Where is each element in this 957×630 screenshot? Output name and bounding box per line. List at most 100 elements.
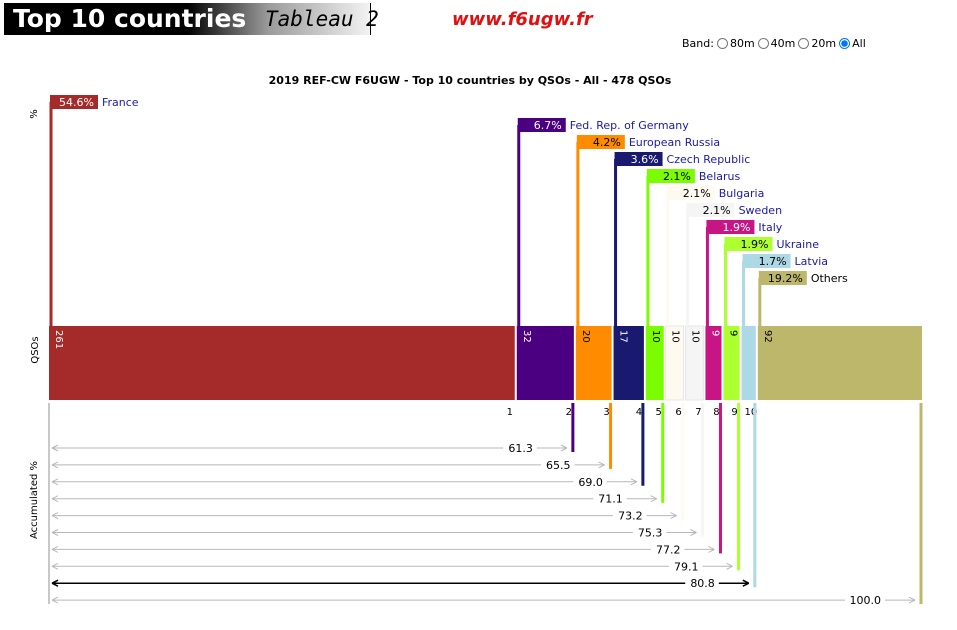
rank-label: 10 [744, 407, 757, 418]
accumulated-arrow-head-left [51, 512, 59, 520]
accumulated-arrow-head-left [51, 529, 59, 536]
accumulated-arrow-head-left [51, 478, 59, 486]
site-link[interactable]: www.f6ugw.fr [452, 9, 593, 30]
band-option-40m[interactable]: 40m [755, 37, 795, 50]
percent-label-box [742, 254, 791, 268]
accumulated-arrow-head-left [51, 562, 59, 570]
percent-label-box [517, 118, 566, 132]
country-label: Italy [758, 221, 782, 234]
band-option-label: All [852, 37, 866, 50]
rank-label: 6 [675, 407, 681, 418]
percent-label-box [614, 152, 663, 166]
qso-bar-value: 10 [670, 330, 681, 343]
percent-label-box [706, 220, 755, 234]
band-radio-40m[interactable] [757, 38, 769, 49]
band-option-20m[interactable]: 20m [795, 37, 836, 50]
rank-label: 2 [566, 407, 572, 418]
band-option-label: 20m [811, 37, 837, 50]
accumulated-arrow-head-right [670, 512, 677, 520]
accumulated-label: 77.2 [656, 543, 681, 556]
accumulated-arrow-head-left [51, 596, 59, 604]
country-label: Sweden [739, 204, 782, 217]
band-radio-20m[interactable] [798, 38, 810, 49]
accumulated-label-bg [668, 559, 703, 573]
accumulated-arrow-head-right [908, 596, 916, 604]
percent-label-box [686, 203, 735, 217]
qso-bar [49, 326, 515, 400]
percent-label-box [50, 95, 98, 109]
accumulated-label: 65.5 [546, 459, 571, 472]
percent-label: 1.9% [722, 221, 750, 234]
qso-bar-value: 32 [521, 330, 532, 343]
accumulated-label: 69.0 [578, 476, 603, 489]
accumulated-arrow-head-right [560, 444, 568, 452]
rank-label: 9 [731, 407, 737, 418]
page-title: Top 10 countries [13, 4, 247, 33]
rank-label: 8 [713, 407, 719, 418]
country-label: European Russia [629, 136, 720, 149]
country-label: France [102, 96, 139, 109]
accumulated-label: 75.3 [638, 527, 663, 540]
accumulated-label: 100.0 [850, 594, 882, 607]
rank-label: 1 [507, 407, 513, 418]
percent-label: 19.2% [768, 272, 803, 285]
chart-title: 2019 REF-CW F6UGW - Top 10 countries by … [269, 74, 672, 87]
qso-bar-value: 10 [690, 330, 701, 343]
percent-label-box [666, 186, 715, 200]
accumulated-label: 61.3 [508, 442, 533, 455]
band-radio-all[interactable] [839, 38, 851, 49]
country-label: Others [811, 272, 848, 285]
percent-label-box [646, 169, 695, 183]
accumulated-label: 71.1 [598, 493, 623, 506]
accumulated-label-bg [685, 576, 719, 590]
qso-bar [741, 326, 756, 400]
percent-label: 2.1% [703, 204, 731, 217]
accumulated-arrow-head-left [51, 545, 59, 553]
country-label: Latvia [795, 255, 829, 268]
qso-bar-value: 17 [618, 330, 629, 343]
country-label: Ukraine [776, 238, 819, 251]
band-selector: Band: 80m 40m 20m All [682, 37, 866, 50]
rank-label: 5 [656, 407, 662, 418]
accumulated-label-bg [845, 593, 885, 607]
percent-axis-label: % [29, 109, 40, 119]
country-label: Bulgaria [719, 187, 765, 200]
accumulated-label-bg [503, 441, 537, 454]
qso-bar [705, 326, 722, 400]
accumulated-label: 80.8 [690, 577, 715, 590]
percent-label-box [758, 271, 807, 285]
qso-bar-value: 10 [650, 330, 661, 343]
country-label: Belarus [699, 170, 741, 183]
rank-label: 3 [603, 407, 609, 418]
percent-label: 2.1% [683, 187, 711, 200]
accumulated-arrow-head-right [630, 478, 638, 486]
percent-label: 1.7% [759, 255, 787, 268]
percent-label-box [576, 135, 625, 149]
accumulated-label-bg [573, 474, 607, 488]
accumulated-label-bg [612, 508, 647, 522]
accumulated-label: 79.1 [674, 560, 699, 573]
accumulated-arrow-head-left [51, 495, 59, 503]
percent-label: 3.6% [631, 153, 659, 166]
percent-label: 54.6% [59, 96, 94, 109]
qso-bar-value: 20 [580, 330, 591, 343]
accumulated-label-bg [632, 525, 667, 539]
accumulated-label-bg [593, 491, 627, 505]
band-label: Band: [682, 37, 714, 50]
qsos-axis-label: QSOs [30, 336, 41, 363]
accumulated-label: 73.2 [618, 510, 643, 523]
band-radio-80m[interactable] [716, 38, 728, 49]
accumulated-arrow-head-right [742, 579, 750, 587]
accumulated-arrow-head-left [51, 461, 59, 469]
accumulated-label-bg [540, 457, 575, 471]
accumulated-arrow-head-right [708, 545, 715, 553]
country-label: Fed. Rep. of Germany [570, 119, 690, 132]
accumulated-arrow-head-right [726, 562, 733, 570]
band-option-all[interactable]: All [836, 37, 866, 50]
percent-label: 2.1% [663, 170, 691, 183]
band-option-80m[interactable]: 80m [714, 37, 755, 50]
accumulated-arrow-head-right [650, 495, 657, 503]
qso-bar-value: 9 [709, 330, 720, 336]
page-subtitle: Tableau 2 [265, 7, 379, 31]
